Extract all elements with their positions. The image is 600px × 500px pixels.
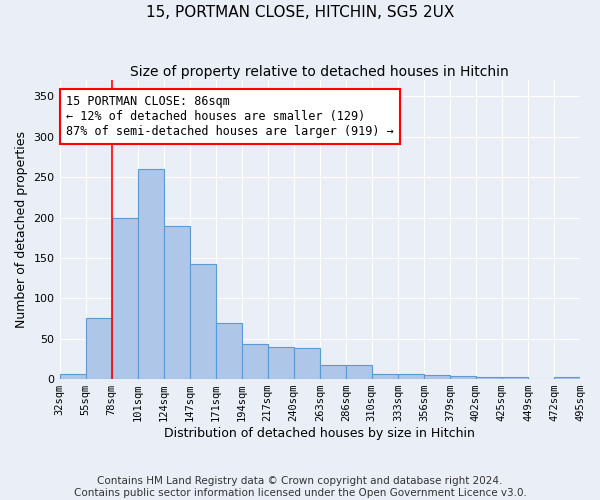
Text: 15 PORTMAN CLOSE: 86sqm
← 12% of detached houses are smaller (129)
87% of semi-d: 15 PORTMAN CLOSE: 86sqm ← 12% of detache… [66,94,394,138]
Bar [476,376,502,379]
Bar [502,378,528,379]
Bar [346,366,372,379]
Title: Size of property relative to detached houses in Hitchin: Size of property relative to detached ho… [130,65,509,79]
Bar [268,347,294,379]
Bar [450,376,476,379]
Bar [294,348,320,379]
Text: Contains HM Land Registry data © Crown copyright and database right 2024.
Contai: Contains HM Land Registry data © Crown c… [74,476,526,498]
X-axis label: Distribution of detached houses by size in Hitchin: Distribution of detached houses by size … [164,427,475,440]
Text: 15, PORTMAN CLOSE, HITCHIN, SG5 2UX: 15, PORTMAN CLOSE, HITCHIN, SG5 2UX [146,5,454,20]
Y-axis label: Number of detached properties: Number of detached properties [15,131,28,328]
Bar [320,364,346,379]
Bar [424,375,450,379]
Bar [372,374,398,379]
Bar [86,318,112,379]
Bar [164,226,190,379]
Bar [398,374,424,379]
Bar [112,218,137,379]
Bar [59,374,86,379]
Bar [215,322,242,379]
Bar [190,264,215,379]
Bar [554,376,580,379]
Bar [242,344,268,379]
Bar [137,169,164,379]
